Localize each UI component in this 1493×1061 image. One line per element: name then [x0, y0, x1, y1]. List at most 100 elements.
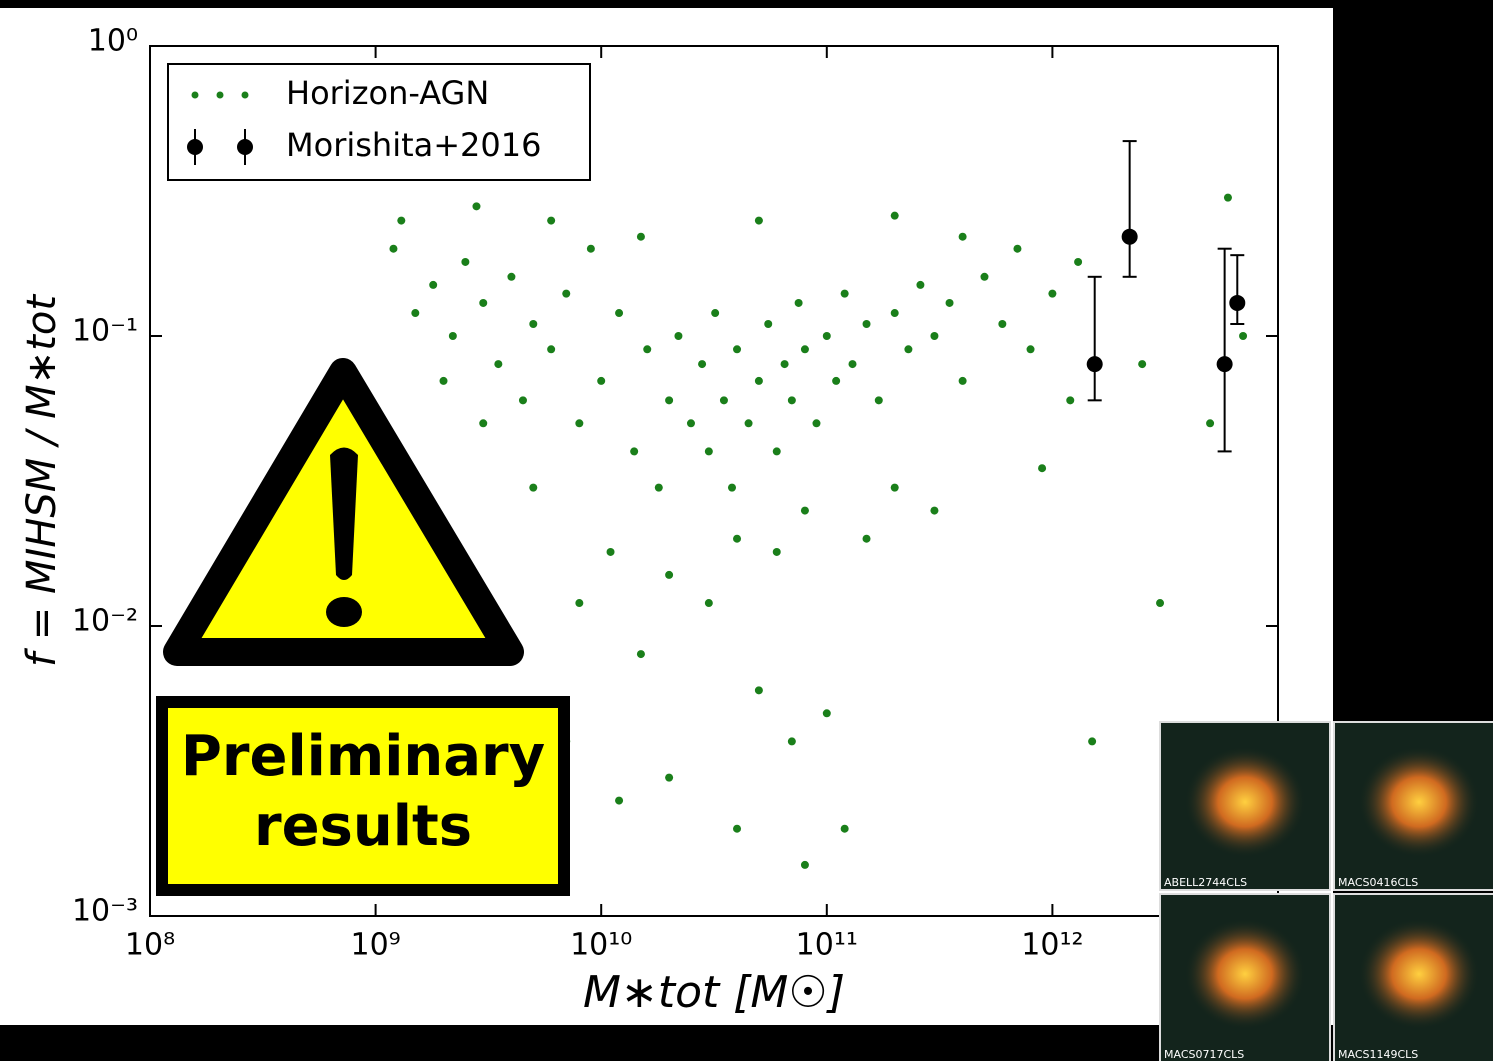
point: [812, 419, 820, 427]
inset-label: ABELL2744CLS: [1164, 876, 1247, 889]
point: [1038, 464, 1046, 472]
point: [930, 507, 938, 515]
point: [733, 345, 741, 353]
point: [674, 332, 682, 340]
point: [832, 377, 840, 385]
point: [472, 202, 480, 210]
point: [587, 245, 595, 253]
point: [773, 447, 781, 455]
legend-label: Horizon-AGN: [286, 74, 489, 112]
point: [755, 377, 763, 385]
point: [665, 396, 673, 404]
point: [547, 345, 555, 353]
point: [665, 571, 673, 579]
point: [665, 774, 673, 782]
point: [479, 419, 487, 427]
inset-label: MACS0416CLS: [1338, 876, 1418, 889]
point: [597, 377, 605, 385]
point: [711, 309, 719, 317]
point: [449, 332, 457, 340]
point: [643, 345, 651, 353]
point: [930, 332, 938, 340]
point: [1013, 245, 1021, 253]
point: [946, 299, 954, 307]
point: [529, 484, 537, 492]
point: [904, 345, 912, 353]
point: [755, 686, 763, 694]
point: [547, 217, 555, 225]
inset-glow: [1185, 919, 1305, 1029]
point: [519, 396, 527, 404]
point: [698, 360, 706, 368]
point: [637, 233, 645, 241]
point: [841, 825, 849, 833]
point: [494, 360, 502, 368]
inset-label: MACS1149CLS: [1338, 1048, 1418, 1061]
point: [1229, 295, 1245, 311]
point: [863, 320, 871, 328]
inset-label: MACS0717CLS: [1164, 1048, 1244, 1061]
point: [575, 599, 583, 607]
point: [1239, 332, 1247, 340]
point: [788, 737, 796, 745]
exclamation-dot: [326, 597, 362, 627]
point: [705, 447, 713, 455]
legend-label: Morishita+2016: [286, 126, 541, 164]
point: [764, 320, 772, 328]
point: [773, 548, 781, 556]
point: [1217, 356, 1233, 372]
point: [705, 599, 713, 607]
point: [849, 360, 857, 368]
legend-marker: [192, 92, 199, 99]
point: [615, 797, 623, 805]
point: [959, 233, 967, 241]
inset-glow: [1185, 747, 1305, 857]
x-tick-label: 10⁹: [350, 928, 400, 963]
point: [1138, 360, 1146, 368]
point: [998, 320, 1006, 328]
point: [801, 345, 809, 353]
point: [440, 377, 448, 385]
point: [1048, 290, 1056, 298]
point: [1074, 258, 1082, 266]
x-axis-label: M∗tot [M☉]: [583, 967, 845, 1018]
x-tick-label: 10¹⁰: [570, 928, 632, 963]
point: [607, 548, 615, 556]
point: [575, 419, 583, 427]
point: [1088, 737, 1096, 745]
y-tick-label: 10⁻³: [72, 894, 138, 929]
point: [728, 484, 736, 492]
point: [655, 484, 663, 492]
point: [841, 290, 849, 298]
point: [389, 245, 397, 253]
x-tick-label: 10¹¹: [796, 928, 858, 963]
point: [562, 290, 570, 298]
point: [1206, 419, 1214, 427]
point: [801, 507, 809, 515]
point: [823, 332, 831, 340]
point: [823, 709, 831, 717]
y-axis-label: f = MIHSM / M∗tot: [19, 294, 65, 667]
point: [980, 273, 988, 281]
point: [891, 212, 899, 220]
y-tick-label: 10⁻¹: [72, 314, 138, 349]
point: [1122, 229, 1138, 245]
legend-marker: [237, 139, 253, 155]
point: [891, 484, 899, 492]
point: [788, 396, 796, 404]
point: [755, 217, 763, 225]
point: [863, 535, 871, 543]
warning-text: Preliminary: [181, 724, 545, 789]
point: [630, 447, 638, 455]
point: [397, 217, 405, 225]
point: [1087, 356, 1103, 372]
x-tick-label: 10¹²: [1021, 928, 1083, 963]
point: [479, 299, 487, 307]
point: [795, 299, 803, 307]
point: [781, 360, 789, 368]
point: [637, 650, 645, 658]
point: [1156, 599, 1164, 607]
point: [745, 419, 753, 427]
